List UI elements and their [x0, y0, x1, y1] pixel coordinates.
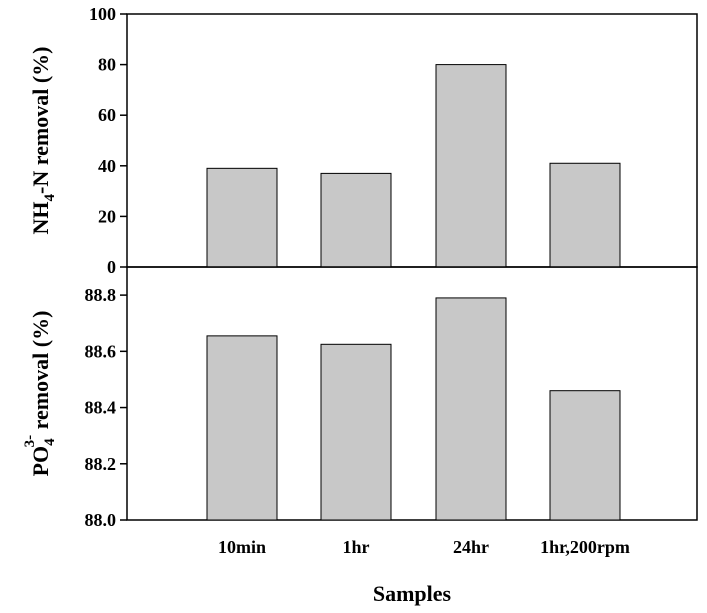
- y-label-top-main: NH: [28, 201, 53, 234]
- x-category-labels: 10min 1hr 24hr 1hr,200rpm: [218, 537, 630, 557]
- y-tick-label-top-2: 40: [98, 156, 116, 176]
- bar-bottom-0: [206, 335, 278, 521]
- plot-frame-bottom: [126, 266, 698, 521]
- panel-nh4-removal: 0 20 40 60 80 100 NH4-N removal (%): [28, 4, 698, 277]
- y-tick-label-top-1: 20: [98, 206, 116, 226]
- y-label-bottom-sub: 4: [42, 438, 58, 446]
- x-category-label-1: 1hr: [343, 537, 370, 557]
- x-category-label-0: 10min: [218, 537, 266, 557]
- bar-bottom-1: [320, 343, 392, 521]
- bar-top-2: [435, 64, 507, 268]
- y-tick-label-bottom-3: 88.6: [85, 341, 117, 361]
- bar-top-1: [320, 172, 392, 268]
- bar-bottom-2: [435, 297, 507, 521]
- x-category-label-3: 1hr,200rpm: [540, 537, 630, 557]
- x-axis-label: Samples: [373, 581, 452, 606]
- bar-bottom-3: [549, 390, 621, 521]
- y-label-bottom-rest: removal (%): [28, 311, 53, 435]
- y-tick-label-top-3: 60: [98, 105, 116, 125]
- y-label-top-rest: -N removal (%): [28, 47, 53, 194]
- y-label-bottom-main: PO: [28, 446, 53, 477]
- y-tick-label-bottom-1: 88.2: [85, 454, 117, 474]
- y-ticks-bottom: 88.0 88.2 88.4 88.6 88.8: [85, 285, 127, 530]
- y-tick-label-bottom-0: 88.0: [85, 510, 117, 530]
- y-axis-label-top: NH4-N removal (%): [28, 47, 58, 235]
- x-category-label-2: 24hr: [453, 537, 489, 557]
- y-axis-label-bottom: PO4 3- removal (%): [22, 311, 58, 477]
- y-ticks-top: 0 20 40 60 80 100: [89, 4, 127, 277]
- y-label-bottom-sup: 3-: [22, 435, 38, 448]
- bar-top-0: [206, 167, 278, 268]
- y-tick-label-bottom-2: 88.4: [85, 398, 117, 418]
- panel-po4-removal: 88.0 88.2 88.4 88.6 88.8 PO4 3- removal (%): [22, 266, 698, 530]
- bars-top: [206, 64, 621, 268]
- y-tick-label-top-0: 0: [107, 257, 116, 277]
- y-tick-label-top-4: 80: [98, 55, 116, 75]
- y-tick-label-bottom-4: 88.8: [85, 285, 117, 305]
- y-label-top-sub: 4: [42, 193, 58, 201]
- bars-bottom: [206, 297, 621, 521]
- bar-top-3: [549, 162, 621, 268]
- y-tick-label-top-5: 100: [89, 4, 116, 24]
